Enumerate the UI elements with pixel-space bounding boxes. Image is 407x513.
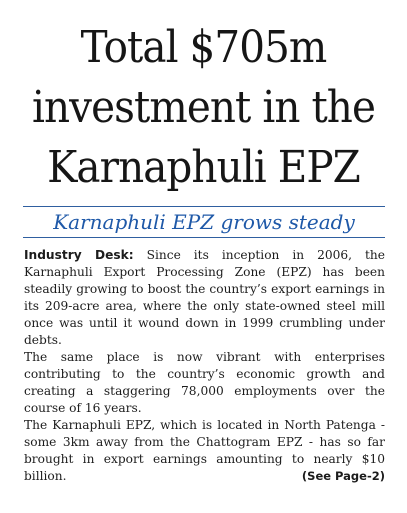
subheadline-top-rule (23, 206, 385, 207)
headline-line-3: Karnaphuli EPZ (47, 142, 361, 193)
paragraph-1-text: Since its inception in 2006, the Karnaph… (24, 248, 385, 347)
article-paragraph-1: Industry Desk: Since its inception in 20… (24, 247, 385, 349)
headline-line-2: investment in the (32, 82, 376, 133)
continuation-link[interactable]: (See Page-2) (301, 469, 385, 483)
article-paragraph-2: The same place is now vibrant with enter… (24, 350, 385, 415)
article-dateline: Industry Desk: (24, 248, 134, 262)
article-body: Industry Desk: Since its inception in 20… (24, 247, 385, 485)
article-paragraph-3: The Karnaphuli EPZ, which is located in … (24, 417, 385, 485)
paragraph-3-text: The Karnaphuli EPZ, which is located in … (24, 418, 385, 483)
headline-line-1: Total $705m (80, 22, 328, 73)
subheadline-bottom-rule (23, 237, 385, 238)
article-subheadline: Karnaphuli EPZ grows steady (53, 210, 355, 234)
article-headline: Total $705m investment in the Karnaphuli… (22, 18, 385, 198)
